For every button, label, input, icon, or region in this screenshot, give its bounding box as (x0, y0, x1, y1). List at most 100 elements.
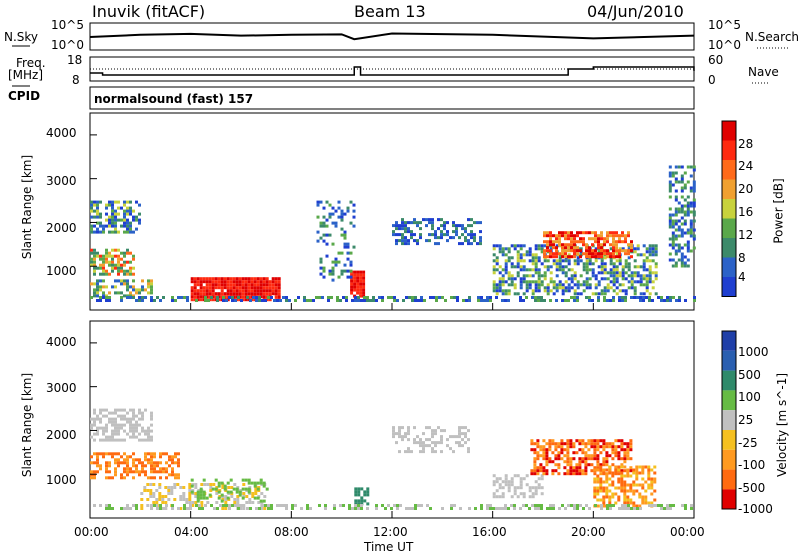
power-cell-192 (132, 266, 135, 270)
power-cell-1188 (633, 274, 637, 278)
power-cell-145 (108, 251, 111, 255)
power-cell-70 (120, 224, 123, 228)
velocity-cell-1116 (156, 507, 159, 510)
noise-panel-frame (89, 22, 695, 51)
power-cell-96 (129, 230, 132, 234)
velocity-cell-255 (168, 455, 171, 459)
power-cell-582 (340, 209, 344, 213)
velocity-cell-278 (140, 504, 144, 507)
power-cell-388 (241, 286, 245, 290)
velocity-cell-688 (533, 457, 537, 461)
velocity-cell-431 (257, 486, 261, 489)
power-cell-493 (353, 270, 357, 274)
power-cell-1655 (264, 299, 267, 302)
power-cell-1345 (579, 249, 582, 253)
power-cell-895 (537, 277, 541, 281)
power-cell-354 (229, 277, 233, 281)
velocity-cell-803 (578, 460, 582, 464)
velocity-cell-893 (614, 448, 618, 452)
power-cell-123 (96, 251, 99, 255)
velocity-cell-389 (224, 507, 228, 510)
velocity-cell-701 (536, 469, 540, 473)
power-cell-844 (522, 268, 526, 272)
power-cell-107 (138, 218, 141, 222)
power-cell-624 (395, 227, 398, 231)
power-cell-869 (531, 262, 535, 266)
power-cell-1671 (312, 299, 315, 302)
power-cell-726 (467, 242, 470, 246)
power-cell-1800 (666, 296, 669, 299)
power-cell-132 (102, 257, 105, 261)
power-cell-790 (504, 271, 508, 275)
power-cell-1111 (609, 259, 613, 263)
power-cell-1434 (621, 249, 624, 253)
power-cell-465 (271, 283, 275, 287)
power-cell-715 (461, 227, 464, 231)
power-cell-22 (96, 230, 99, 234)
velocity-cell-789 (572, 457, 576, 461)
velocity-cell-72 (123, 417, 126, 421)
power-cell-343 (223, 292, 227, 296)
velocity-cell-616 (467, 450, 470, 454)
velocity-cell-722 (545, 457, 549, 461)
velocity-cell-177 (120, 473, 123, 477)
power-cell-758 (495, 262, 499, 266)
velocity-cell-899 (617, 445, 621, 449)
power-cell-311 (211, 283, 215, 287)
velocity-cell-1202 (420, 504, 423, 507)
power-cell-1609 (129, 296, 132, 299)
power-cell-1598 (96, 299, 99, 302)
xtick-3: 12:00 (373, 525, 408, 539)
power-cell-80 (126, 200, 129, 204)
power-cell-129 (99, 266, 102, 270)
power-cell-1062 (594, 259, 598, 263)
velocity-cell-670 (534, 486, 538, 490)
velocity-cell-1052 (635, 483, 639, 487)
velocity-cell-112 (141, 429, 144, 433)
xtick-1: 04:00 (174, 525, 209, 539)
velocity-cell-111 (141, 426, 144, 430)
power-cell-504 (356, 279, 360, 283)
power-cell-1073 (597, 265, 601, 269)
power-cell-808 (510, 274, 514, 278)
power-cell-481 (277, 289, 281, 293)
power-cell-835 (519, 268, 523, 272)
velocity-cell-1285 (669, 504, 672, 507)
power-cell-1526 (680, 216, 684, 220)
velocity-cell-336 (188, 486, 192, 489)
power-cell-254 (150, 288, 153, 292)
velocity-cell-634 (504, 474, 508, 478)
velocity-cell-588 (440, 441, 443, 445)
power-cell-314 (211, 292, 215, 296)
power-cell-320 (214, 286, 218, 290)
power-cell-1181 (630, 283, 634, 287)
power-cell-870 (531, 268, 535, 272)
velocity-cell-997 (614, 501, 618, 505)
power-cell-535 (319, 236, 323, 240)
velocity-cell-297 (155, 501, 159, 504)
power-cell-1383 (597, 255, 600, 259)
power-cell-128 (99, 263, 102, 267)
power-cell-671 (425, 239, 428, 243)
velocity-cell-758 (560, 451, 564, 455)
power-cell-1511 (677, 234, 681, 238)
power-cell-297 (205, 289, 209, 293)
velocity-cell-1288 (681, 504, 684, 507)
power-cell-169 (120, 251, 123, 255)
power-cell-69 (120, 218, 123, 222)
power-cell-260 (190, 292, 194, 296)
power-cell-817 (513, 286, 517, 290)
power-cell-2 (90, 206, 93, 210)
power-cell-1643 (231, 299, 234, 302)
velocity-cell-558 (419, 441, 422, 445)
power-cell-78 (123, 224, 126, 228)
power-cell-972 (564, 259, 568, 263)
power-cell-660 (416, 221, 419, 225)
power-cell-1325 (570, 246, 573, 250)
velocity-cell-746 (557, 442, 561, 446)
power-cell-524 (362, 288, 366, 292)
velocity-cell-1175 (342, 504, 345, 507)
velocity-cell-254 (165, 476, 168, 480)
power-cell-427 (256, 283, 260, 287)
vel-cb-25: 25 (738, 413, 754, 427)
